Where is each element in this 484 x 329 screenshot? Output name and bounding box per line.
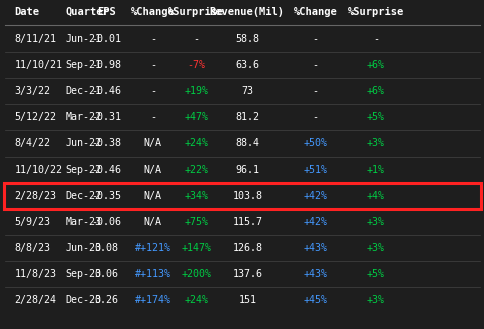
Text: N/A: N/A <box>143 164 162 175</box>
Text: +50%: +50% <box>302 139 327 148</box>
Text: -0.46: -0.46 <box>91 164 121 175</box>
Text: +47%: +47% <box>184 112 208 122</box>
Text: -0.38: -0.38 <box>91 139 121 148</box>
Text: +6%: +6% <box>366 60 384 70</box>
Text: %Change: %Change <box>293 7 336 16</box>
Text: -0.35: -0.35 <box>91 191 121 201</box>
Text: +43%: +43% <box>302 243 327 253</box>
Text: 11/10/21: 11/10/21 <box>15 60 62 70</box>
Text: +19%: +19% <box>184 86 208 96</box>
Text: +42%: +42% <box>302 217 327 227</box>
Text: +3%: +3% <box>366 295 384 305</box>
Text: +51%: +51% <box>302 164 327 175</box>
Text: N/A: N/A <box>143 191 162 201</box>
Text: 0.08: 0.08 <box>94 243 119 253</box>
Text: %Surprise: %Surprise <box>168 7 224 16</box>
Text: +75%: +75% <box>184 217 208 227</box>
Text: 0.06: 0.06 <box>94 269 119 279</box>
Text: +1%: +1% <box>366 164 384 175</box>
Text: +6%: +6% <box>366 86 384 96</box>
Text: 88.4: 88.4 <box>235 139 259 148</box>
Text: Mar-23: Mar-23 <box>65 217 101 227</box>
Text: #+113%: #+113% <box>135 269 170 279</box>
Text: +24%: +24% <box>184 295 208 305</box>
Text: Jun-21: Jun-21 <box>65 34 101 44</box>
Text: 58.8: 58.8 <box>235 34 259 44</box>
Text: 63.6: 63.6 <box>235 60 259 70</box>
Text: %Surprise: %Surprise <box>347 7 403 16</box>
Text: Revenue(Mil): Revenue(Mil) <box>210 7 284 16</box>
Text: Quarter: Quarter <box>65 7 109 16</box>
Text: 73: 73 <box>241 86 253 96</box>
Text: N/A: N/A <box>143 139 162 148</box>
Text: EPS: EPS <box>97 7 116 16</box>
Text: -: - <box>312 60 318 70</box>
Text: +5%: +5% <box>366 269 384 279</box>
Text: +22%: +22% <box>184 164 208 175</box>
Text: +200%: +200% <box>181 269 211 279</box>
Text: 2/28/23: 2/28/23 <box>15 191 57 201</box>
Text: N/A: N/A <box>143 217 162 227</box>
Text: -: - <box>312 112 318 122</box>
Text: #+174%: #+174% <box>135 295 170 305</box>
Text: +147%: +147% <box>181 243 211 253</box>
Text: +42%: +42% <box>302 191 327 201</box>
Text: -0.06: -0.06 <box>91 217 121 227</box>
Text: -: - <box>193 34 199 44</box>
Text: +24%: +24% <box>184 139 208 148</box>
Text: 8/11/21: 8/11/21 <box>15 34 57 44</box>
Text: 3/3/22: 3/3/22 <box>15 86 50 96</box>
Text: 137.6: 137.6 <box>232 269 262 279</box>
Text: 81.2: 81.2 <box>235 112 259 122</box>
Text: 11/10/22: 11/10/22 <box>15 164 62 175</box>
Text: 11/8/23: 11/8/23 <box>15 269 57 279</box>
Text: +45%: +45% <box>302 295 327 305</box>
Text: +43%: +43% <box>302 269 327 279</box>
Text: +3%: +3% <box>366 139 384 148</box>
Text: Sep-21: Sep-21 <box>65 60 101 70</box>
Text: -: - <box>150 60 155 70</box>
Text: Date: Date <box>15 7 40 16</box>
Text: %Change: %Change <box>131 7 174 16</box>
Text: -7%: -7% <box>187 60 205 70</box>
Text: 5/12/22: 5/12/22 <box>15 112 57 122</box>
Text: 103.8: 103.8 <box>232 191 262 201</box>
Text: 115.7: 115.7 <box>232 217 262 227</box>
Text: -0.46: -0.46 <box>91 86 121 96</box>
Text: +4%: +4% <box>366 191 384 201</box>
Text: -: - <box>312 86 318 96</box>
Text: Jun-22: Jun-22 <box>65 139 101 148</box>
Text: 8/4/22: 8/4/22 <box>15 139 50 148</box>
Text: -: - <box>150 34 155 44</box>
Text: -: - <box>372 34 378 44</box>
Text: Sep-22: Sep-22 <box>65 164 101 175</box>
Text: Dec-22: Dec-22 <box>65 191 101 201</box>
Text: +5%: +5% <box>366 112 384 122</box>
Text: -: - <box>150 86 155 96</box>
Text: 2/28/24: 2/28/24 <box>15 295 57 305</box>
Text: 0.26: 0.26 <box>94 295 119 305</box>
Text: +3%: +3% <box>366 243 384 253</box>
Text: Mar-22: Mar-22 <box>65 112 101 122</box>
Text: 126.8: 126.8 <box>232 243 262 253</box>
Text: Dec-21: Dec-21 <box>65 86 101 96</box>
Text: 151: 151 <box>238 295 256 305</box>
Text: -0.01: -0.01 <box>91 34 121 44</box>
Text: 8/8/23: 8/8/23 <box>15 243 50 253</box>
Text: 96.1: 96.1 <box>235 164 259 175</box>
Text: 5/9/23: 5/9/23 <box>15 217 50 227</box>
Text: +34%: +34% <box>184 191 208 201</box>
Text: -0.98: -0.98 <box>91 60 121 70</box>
Text: Dec-23: Dec-23 <box>65 295 101 305</box>
Text: -: - <box>312 34 318 44</box>
Text: +3%: +3% <box>366 217 384 227</box>
Text: -: - <box>150 112 155 122</box>
Text: Jun-23: Jun-23 <box>65 243 101 253</box>
Text: -0.31: -0.31 <box>91 112 121 122</box>
Text: Sep-23: Sep-23 <box>65 269 101 279</box>
Text: #+121%: #+121% <box>135 243 170 253</box>
